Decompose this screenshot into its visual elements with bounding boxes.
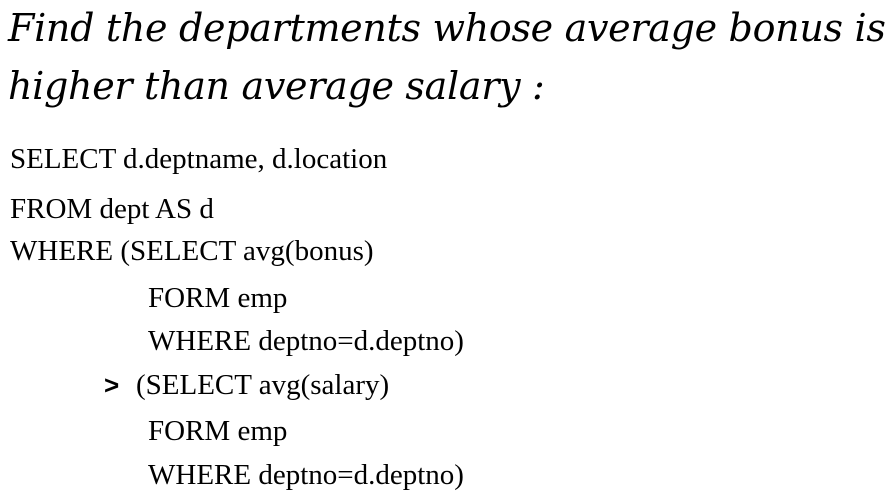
sql-subquery-salary-from: FORM emp — [148, 415, 288, 447]
sql-subquery-salary-where: WHERE deptno=d.deptno) — [148, 459, 464, 491]
greater-than-operator: > — [104, 370, 120, 400]
slide-title-line-2: higher than average salary : — [8, 64, 545, 108]
sql-subquery-bonus-from: FORM emp — [148, 282, 288, 314]
sql-comparison-line: > (SELECT avg(salary) — [104, 368, 389, 402]
sql-subquery-bonus-where: WHERE deptno=d.deptno) — [148, 325, 464, 357]
sql-from-clause: FROM dept AS d — [10, 193, 214, 225]
sql-select-clause: SELECT d.deptname, d.location — [10, 143, 388, 175]
sql-where-subquery-bonus: WHERE (SELECT avg(bonus) — [10, 235, 374, 267]
slide-title-line-1: Find the departments whose average bonus… — [8, 6, 886, 50]
sql-subquery-salary: (SELECT avg(salary) — [136, 369, 390, 401]
